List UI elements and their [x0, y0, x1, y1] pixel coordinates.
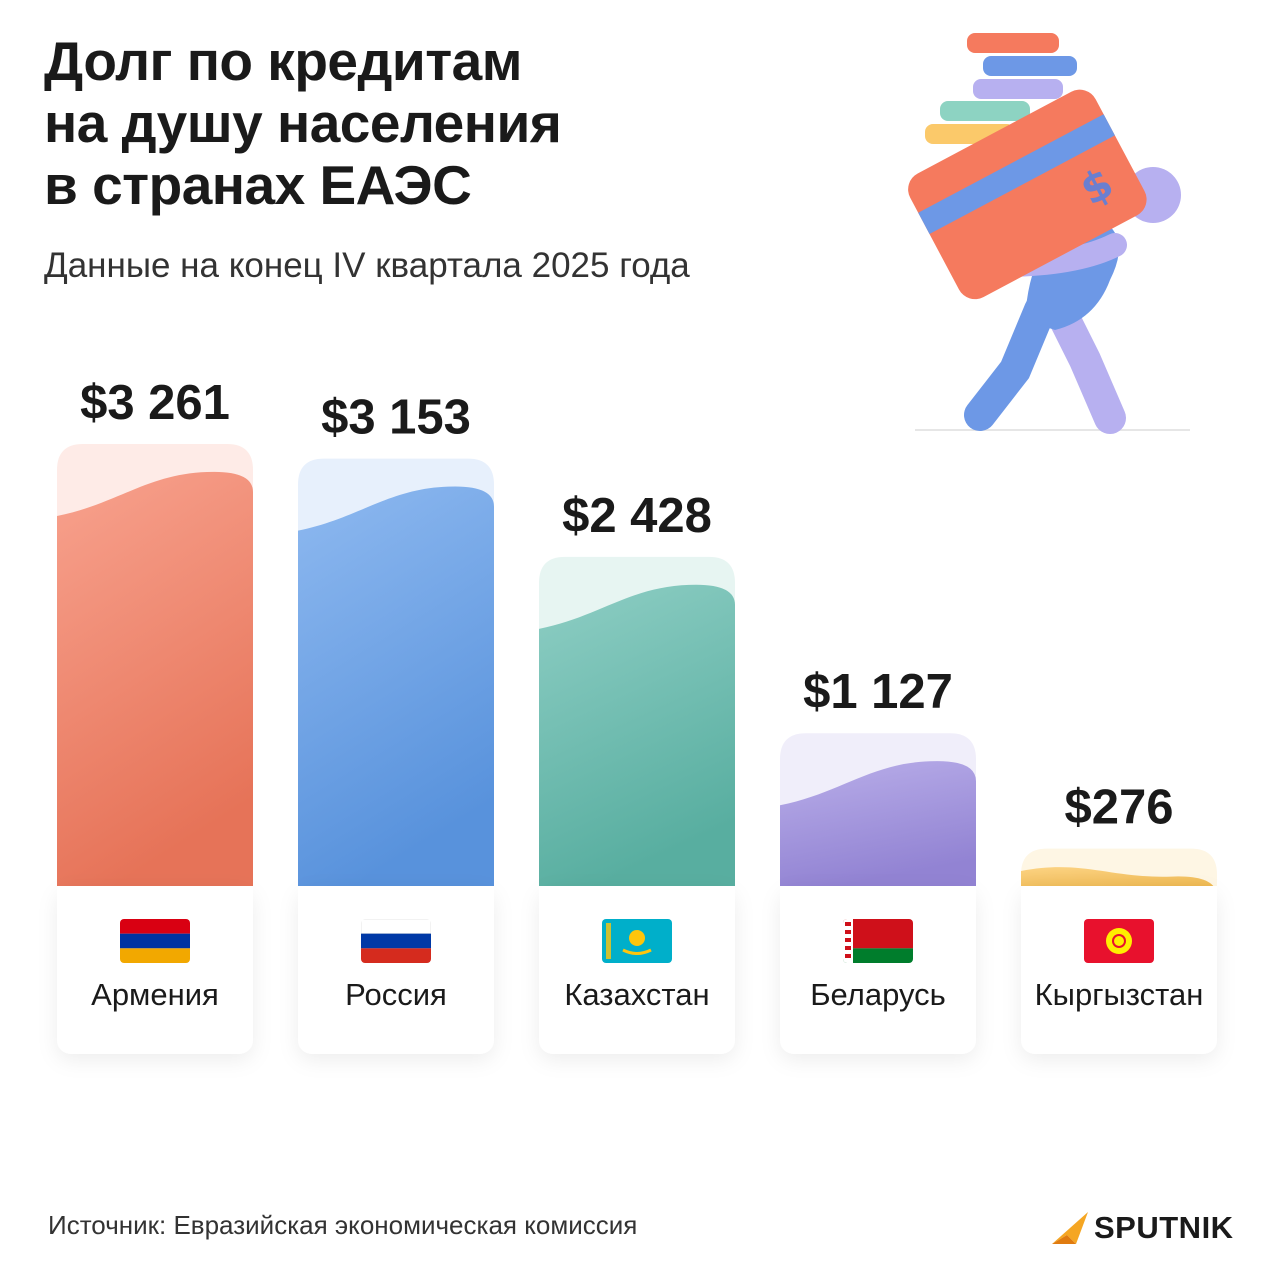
country-card — [1021, 886, 1217, 1054]
bar — [780, 761, 976, 886]
title-line-1: Долг по кредитам — [44, 30, 522, 92]
sputnik-logo-text: SPUTNIK — [1094, 1210, 1234, 1245]
bar-group-3: $2 428 Казахстан — [539, 489, 735, 1054]
kyrgyzstan-flag — [1084, 919, 1154, 963]
value-label: $2 428 — [562, 489, 712, 543]
value-label: $3 261 — [80, 376, 230, 430]
country-card — [539, 886, 735, 1054]
bar-group-2: $3 153 Россия — [298, 391, 494, 1054]
bar — [298, 486, 494, 886]
source-note: Источник: Евразийская экономическая коми… — [48, 1210, 638, 1240]
category-label: Россия — [345, 977, 447, 1012]
bar — [539, 584, 735, 886]
kazakhstan-flag — [602, 919, 672, 963]
bar — [1021, 867, 1217, 897]
country-card — [57, 886, 253, 1054]
title-line-2: на душу населения — [44, 92, 562, 154]
category-label: Беларусь — [810, 977, 946, 1012]
chart-subtitle: Данные на конец IV квартала 2025 года — [44, 246, 690, 285]
value-label: $3 153 — [321, 391, 471, 445]
category-label: Кыргызстан — [1035, 977, 1204, 1012]
country-card — [298, 886, 494, 1054]
armenia-flag — [120, 919, 190, 963]
bar — [57, 471, 253, 886]
russia-flag — [361, 919, 431, 963]
debt-carrier-illustration: $ — [908, 33, 1190, 434]
bar-chart: $3 261 Армения $3 153 Россия $2 428 Казахстан… — [57, 376, 1217, 1054]
belarus-flag — [843, 919, 913, 963]
category-label: Казахстан — [564, 977, 709, 1012]
country-card — [780, 886, 976, 1054]
title-line-3: в странах ЕАЭС — [44, 154, 472, 216]
sputnik-logo-icon — [1052, 1212, 1088, 1244]
value-label: $276 — [1064, 781, 1173, 835]
chart-title: Долг по кредитам на душу населения в стр… — [44, 30, 744, 216]
value-label: $1 127 — [803, 665, 953, 719]
category-label: Армения — [91, 977, 219, 1012]
sputnik-logo: SPUTNIK — [1050, 1208, 1234, 1248]
bar-group-5: $276 Кыргызстан — [1021, 781, 1217, 1054]
bar-group-1: $3 261 Армения — [57, 376, 253, 1054]
bar-group-4: $1 127 Беларусь — [780, 665, 976, 1054]
